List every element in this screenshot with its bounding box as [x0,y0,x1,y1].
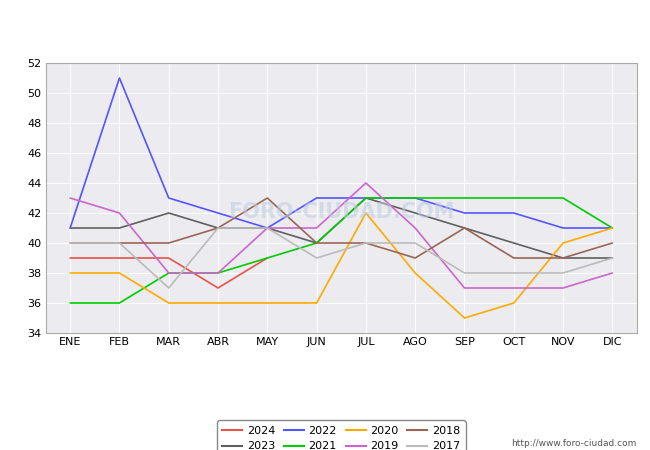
Text: Afiliados en Albeta a 31/5/2024: Afiliados en Albeta a 31/5/2024 [195,16,455,34]
Text: http://www.foro-ciudad.com: http://www.foro-ciudad.com [512,439,637,448]
Text: FORO-CIUDAD.COM: FORO-CIUDAD.COM [228,202,454,221]
Legend: 2024, 2023, 2022, 2021, 2020, 2019, 2018, 2017: 2024, 2023, 2022, 2021, 2020, 2019, 2018… [217,420,465,450]
